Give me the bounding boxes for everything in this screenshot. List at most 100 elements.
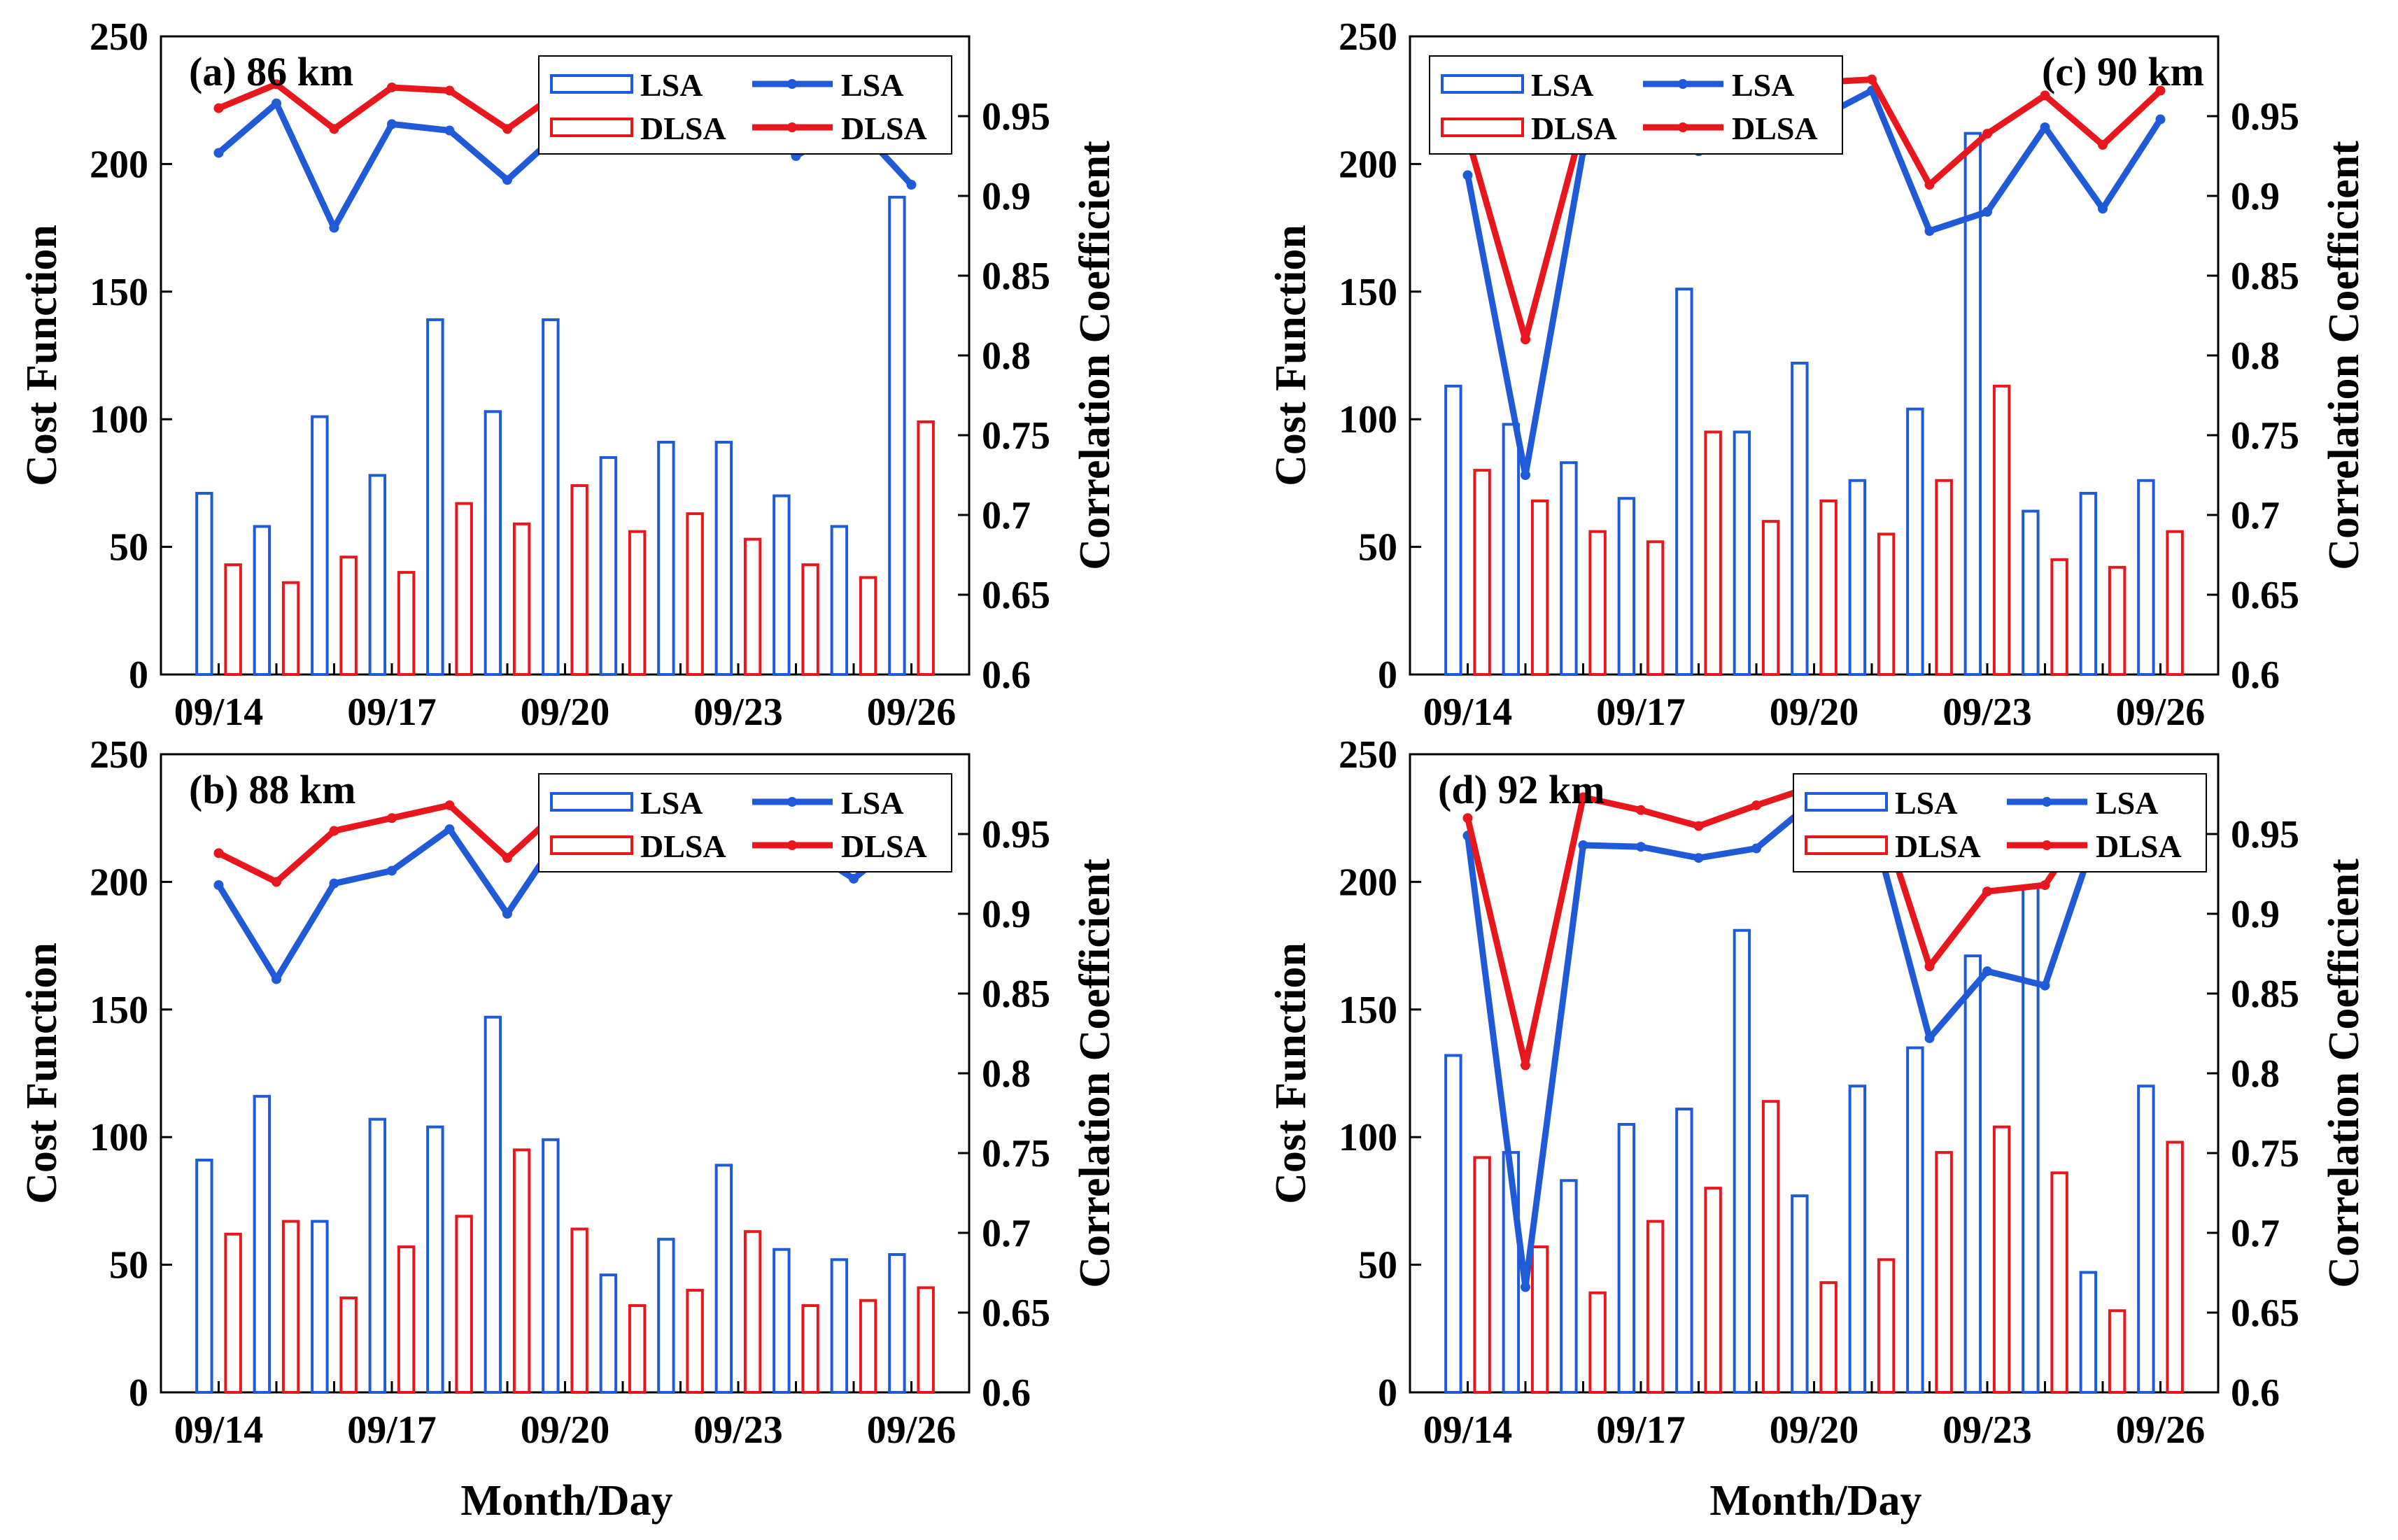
panel-b-point-dlsa-1 <box>271 877 281 887</box>
panel-b-bar-lsa-3 <box>368 1117 387 1394</box>
panel-a-legend-line-marker-lsa <box>787 79 797 89</box>
panel-d-bar-dlsa-5 <box>1761 1100 1780 1394</box>
panel-a-point-dlsa-3 <box>387 82 397 92</box>
panel-c-bar-dlsa-4 <box>1704 430 1722 676</box>
panel-c-bar-dlsa-6 <box>1819 499 1838 676</box>
panel-d-ytick-left-label-2: 100 <box>1339 1116 1397 1159</box>
panel-c-ytick-right-label-2: 0.7 <box>2231 494 2280 537</box>
panel-a-ytick-right-label-6: 0.9 <box>982 175 1031 218</box>
panel-d-legend-line-label-lsa: LSA <box>2096 785 2158 821</box>
panel-d-bar-dlsa-0 <box>1473 1156 1491 1394</box>
panel-a-bar-dlsa-1 <box>281 581 300 676</box>
panel-b-legend-line-label-dlsa: DLSA <box>841 828 927 864</box>
panel-b-bar-dlsa-0 <box>224 1232 242 1394</box>
panel-d-ytick-left-label-3: 150 <box>1339 989 1397 1032</box>
panel-b-xtick-label-3: 09/17 <box>347 1408 437 1452</box>
panel-d-legend-bar-swatch-lsa <box>1805 792 1888 812</box>
panel-b-point-lsa-1 <box>271 974 281 984</box>
panel-a-ytick-left-label-5: 250 <box>90 15 148 59</box>
panel-c-bar-lsa-7 <box>1848 479 1867 676</box>
panel-b-bar-dlsa-8 <box>686 1289 704 1394</box>
panel-a-point-lsa-0 <box>213 148 224 158</box>
panel-b-ytick-right-label-1: 0.65 <box>982 1292 1050 1335</box>
panel-b-xtick-label-6: 09/20 <box>521 1408 610 1452</box>
panel-b-y-right-label: Correlation Coefficient <box>1071 859 1119 1288</box>
panel-d-bar-lsa-9 <box>1963 954 1982 1394</box>
panel-d-line-lsa <box>1465 797 2163 1291</box>
panel-d-bar-lsa-10 <box>2022 885 2040 1394</box>
panel-b-bar-dlsa-5 <box>512 1148 531 1394</box>
panel-d-point-lsa-5 <box>1751 843 1761 854</box>
panel-a-legend-line-label-dlsa: DLSA <box>841 111 927 146</box>
panel-a-point-dlsa-0 <box>213 103 224 113</box>
panel-c-legend-line-marker-lsa <box>1678 79 1688 89</box>
panel-b-bar-dlsa-12 <box>917 1286 935 1394</box>
panel-c-point-lsa-10 <box>2040 122 2050 132</box>
panel-a-bar-dlsa-0 <box>224 563 242 676</box>
panel-c-point-dlsa-7 <box>1867 74 1877 85</box>
panel-a-bar-dlsa-11 <box>859 576 877 676</box>
panel-c-ytick-right-label-0: 0.6 <box>2231 654 2280 697</box>
panel-b-legend-bar-swatch-lsa <box>550 792 633 812</box>
panel-b-ytick-right-label-3: 0.75 <box>982 1132 1050 1175</box>
panel-b-point-lsa-5 <box>502 909 512 919</box>
panel-a-ytick-right-label-0: 0.6 <box>982 654 1031 697</box>
panel-b-legend-box <box>538 773 952 873</box>
panel-a-ytick-right-label-7: 0.95 <box>982 95 1050 139</box>
panel-c-xtick-label-12: 09/26 <box>2116 691 2206 734</box>
panel-d-bar-lsa-8 <box>1906 1046 1924 1394</box>
panel-b-ytick-left-label-5: 250 <box>90 733 148 777</box>
panel-a-bar-dlsa-7 <box>628 530 647 676</box>
panel-c-point-dlsa-12 <box>2155 85 2166 96</box>
panel-d-ytick-right-label-6: 0.9 <box>2231 893 2280 936</box>
panel-a-legend-bar-swatch-lsa <box>550 74 633 94</box>
panel-a-point-dlsa-4 <box>444 85 455 96</box>
panel-d-bar-lsa-4 <box>1675 1108 1693 1394</box>
panel-c-ytick-right-label-5: 0.85 <box>2231 255 2299 298</box>
panel-d-bar-lsa-12 <box>2137 1085 2155 1394</box>
panel-c-ytick-left-label-5: 250 <box>1339 15 1397 59</box>
panel-d-point-lsa-2 <box>1578 840 1588 850</box>
panel-a-legend-box <box>538 55 952 155</box>
panel-d-xtick-label-12: 09/26 <box>2116 1408 2206 1452</box>
panel-a-bar-lsa-0 <box>195 491 213 676</box>
panel-a-legend-bar-label-lsa: LSA <box>640 67 703 103</box>
panel-c-bar-lsa-6 <box>1791 361 1809 676</box>
panel-c-legend-bar-label-dlsa: DLSA <box>1531 111 1617 146</box>
panel-c-bar-dlsa-12 <box>2166 530 2184 676</box>
panel-a: 0 50 100 150 200 250 0.6 0.65 0.7 0.75 0.8 0.85 0.9 0… <box>18 15 1119 734</box>
panel-a-ytick-right-label-3: 0.75 <box>982 414 1050 458</box>
panel-a-ytick-right-label-1: 0.65 <box>982 574 1050 617</box>
panel-c-point-dlsa-9 <box>1982 129 1992 139</box>
panel-d-bar-lsa-3 <box>1617 1122 1636 1394</box>
panel-c-legend-line-label-dlsa: DLSA <box>1732 111 1818 146</box>
panel-d-bar-dlsa-2 <box>1588 1291 1607 1394</box>
panel-c-ytick-right-label-7: 0.95 <box>2231 95 2299 139</box>
panel-c-bar-lsa-8 <box>1906 407 1924 676</box>
panel-c-bar-lsa-5 <box>1733 430 1751 676</box>
panel-c-bar-dlsa-3 <box>1646 540 1665 677</box>
panel-b: 0 50 100 150 200 250 0.6 0.65 0.7 0.75 0.8 0.85 0.9 0… <box>18 733 1119 1452</box>
panel-a-y-right-label: Correlation Coefficient <box>1071 141 1119 570</box>
panel-c-y-left-label: Cost Function <box>1267 225 1315 486</box>
panel-d-bar-dlsa-10 <box>2050 1171 2068 1394</box>
panel-d-ytick-right-label-7: 0.95 <box>2231 813 2299 856</box>
panel-b-legend-bar-label-lsa: LSA <box>640 785 703 821</box>
panel-b-ytick-left-label-3: 150 <box>90 989 148 1032</box>
panel-b-point-dlsa-4 <box>444 800 455 810</box>
panel-c-point-lsa-0 <box>1462 170 1473 181</box>
panel-a-bar-dlsa-12 <box>917 420 935 677</box>
panel-d: 0 50 100 150 200 250 0.6 0.65 0.7 0.75 0.8 0.85 0.9 0… <box>1267 733 2368 1452</box>
panel-a-bar-dlsa-8 <box>686 512 704 677</box>
panel-b-bar-lsa-2 <box>311 1220 329 1394</box>
panel-a-bar-lsa-9 <box>714 441 733 676</box>
panel-a-point-lsa-2 <box>329 222 339 233</box>
panel-d-bar-dlsa-4 <box>1704 1187 1722 1394</box>
panel-b-ytick-left-label-2: 100 <box>90 1116 148 1159</box>
panel-b-bar-dlsa-2 <box>339 1297 358 1394</box>
panel-d-bar-lsa-11 <box>2079 1271 2098 1394</box>
panel-a-xtick-label-12: 09/26 <box>867 691 957 734</box>
panel-d-point-dlsa-9 <box>1982 886 1992 897</box>
panel-b-bar-dlsa-9 <box>743 1230 762 1394</box>
panel-b-ytick-right-label-0: 0.6 <box>982 1371 1031 1415</box>
